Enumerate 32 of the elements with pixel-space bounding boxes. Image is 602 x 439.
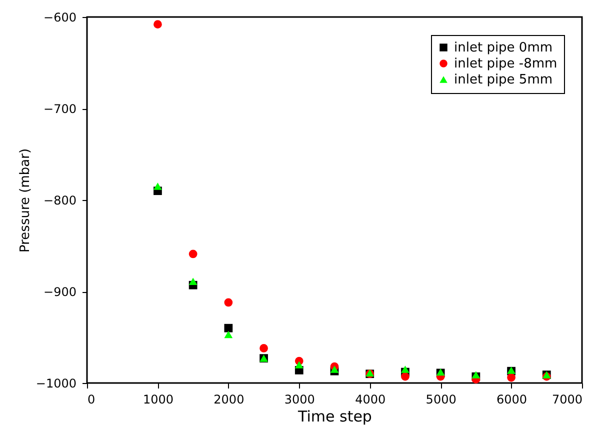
point: [224, 330, 233, 338]
legend-label: inlet pipe 0mm: [454, 40, 553, 56]
x-tick-label: 3000: [284, 392, 315, 406]
point: [224, 324, 233, 332]
point: [401, 372, 410, 381]
x-tick-label: 5000: [426, 392, 456, 406]
x-tick-label: 2000: [214, 392, 244, 406]
x-tick-label: 6000: [496, 392, 528, 406]
point: [154, 20, 162, 28]
x-tick-label: 7000: [552, 392, 582, 406]
y-tick-label: −800: [44, 194, 76, 208]
point: [224, 298, 233, 307]
point: [260, 344, 268, 352]
point: [154, 182, 162, 190]
x-tick-label: 4000: [355, 392, 386, 406]
y-tick-label: −1000: [36, 376, 76, 390]
y-tick-label: −700: [44, 102, 76, 116]
point: [188, 250, 198, 258]
y-tick-label: −900: [44, 285, 76, 299]
point: [507, 373, 516, 382]
point: [188, 278, 198, 286]
x-axis-title: Time step: [297, 408, 372, 426]
x-tick-label: 1000: [142, 392, 174, 406]
point: [294, 361, 304, 368]
point: [401, 366, 410, 373]
point: [472, 371, 480, 378]
legend-label: inlet pipe -8mm: [454, 56, 558, 72]
x-tick-label: 0: [88, 392, 96, 406]
y-tick-label: −600: [44, 10, 76, 24]
point: [330, 366, 339, 373]
y-axis-title: Pressure (mbar): [18, 148, 33, 253]
legend-label: inlet pipe 5mm: [454, 72, 553, 88]
